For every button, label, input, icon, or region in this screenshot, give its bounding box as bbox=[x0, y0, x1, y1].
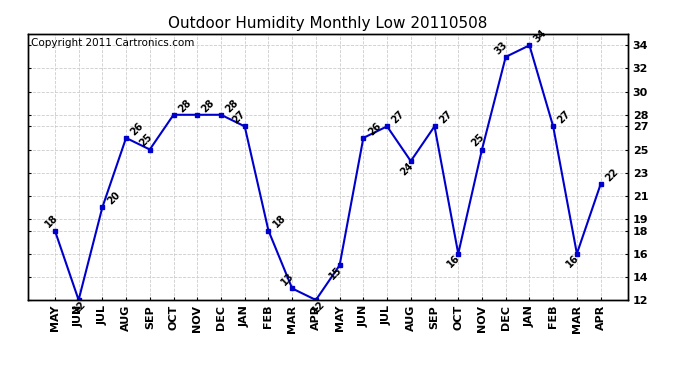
Text: 27: 27 bbox=[231, 109, 248, 126]
Text: 27: 27 bbox=[437, 109, 454, 126]
Text: 22: 22 bbox=[603, 167, 620, 183]
Text: 20: 20 bbox=[105, 190, 121, 207]
Text: 27: 27 bbox=[556, 109, 573, 126]
Text: 15: 15 bbox=[327, 264, 344, 281]
Text: 25: 25 bbox=[469, 132, 486, 149]
Text: 26: 26 bbox=[366, 120, 383, 137]
Text: 26: 26 bbox=[129, 120, 146, 137]
Text: 16: 16 bbox=[446, 253, 462, 270]
Text: 33: 33 bbox=[493, 39, 510, 56]
Text: Copyright 2011 Cartronics.com: Copyright 2011 Cartronics.com bbox=[30, 38, 194, 48]
Text: 13: 13 bbox=[279, 271, 296, 288]
Text: 18: 18 bbox=[43, 213, 61, 230]
Text: 27: 27 bbox=[390, 109, 406, 126]
Text: 25: 25 bbox=[137, 132, 154, 149]
Text: 12: 12 bbox=[72, 299, 88, 316]
Text: 16: 16 bbox=[564, 253, 581, 270]
Text: 34: 34 bbox=[532, 28, 549, 45]
Text: 12: 12 bbox=[310, 299, 327, 316]
Text: 28: 28 bbox=[200, 97, 217, 114]
Text: 28: 28 bbox=[177, 97, 193, 114]
Title: Outdoor Humidity Monthly Low 20110508: Outdoor Humidity Monthly Low 20110508 bbox=[168, 16, 487, 31]
Text: 18: 18 bbox=[271, 213, 288, 230]
Text: 24: 24 bbox=[398, 160, 415, 177]
Text: 28: 28 bbox=[224, 97, 240, 114]
